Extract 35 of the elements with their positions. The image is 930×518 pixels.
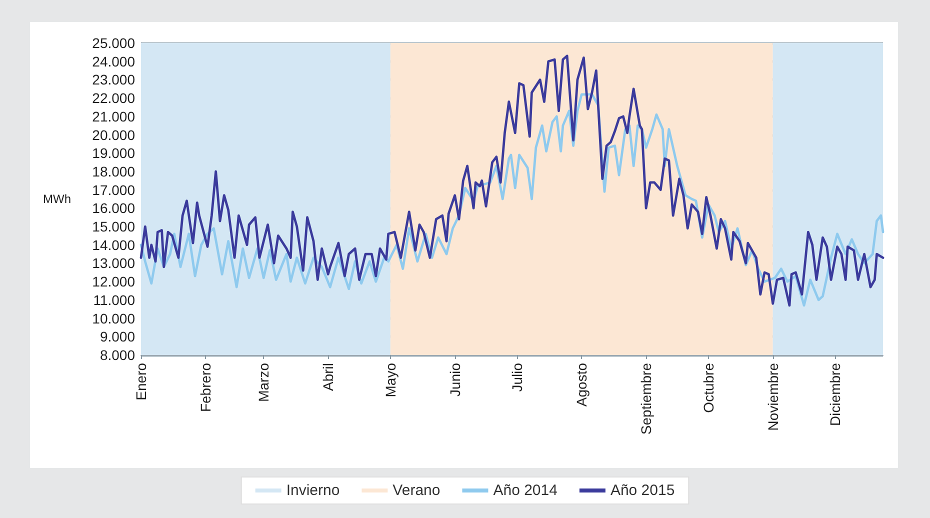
y-tick-label: 8.000 xyxy=(100,347,136,363)
x-tick-label: Septiembre xyxy=(638,362,654,435)
legend-label: Invierno xyxy=(286,482,340,499)
x-tick-label: Febrero xyxy=(197,362,214,412)
y-tick-label: 19.000 xyxy=(92,145,136,162)
x-tick-label: Julio xyxy=(509,362,526,392)
legend-label: Año 2015 xyxy=(610,482,675,499)
y-tick-label: 25.000 xyxy=(92,35,136,51)
x-tick-label: Mayo xyxy=(382,362,398,398)
y-axis-title: MWh xyxy=(43,192,71,206)
x-tick-label: Marzo xyxy=(256,362,272,402)
y-tick-label: 21.000 xyxy=(92,108,136,124)
y-tick-label: 17.000 xyxy=(92,182,136,198)
y-tick-label: 13.000 xyxy=(92,255,136,272)
y-tick-label: 24.000 xyxy=(92,53,136,70)
x-tick-label: Diciembre xyxy=(827,362,844,426)
x-tick-label: Junio xyxy=(446,362,463,396)
y-tick-label: 22.000 xyxy=(92,90,136,106)
y-tick-label: 23.000 xyxy=(92,72,136,88)
y-tick-label: 20.000 xyxy=(92,126,136,143)
y-tick-label: 10.000 xyxy=(92,310,136,326)
x-tick-label: Octubre xyxy=(700,362,716,413)
y-tick-label: 14.000 xyxy=(92,236,136,253)
y-tick-label: 15.000 xyxy=(92,218,136,235)
x-tick-label: Noviembre xyxy=(764,362,781,431)
legend-label: Año 2014 xyxy=(493,482,558,499)
x-tick-label: Abril xyxy=(320,363,336,392)
y-tick-label: 16.000 xyxy=(92,200,136,216)
legend-label: Verano xyxy=(392,482,440,499)
y-tick-label: 18.000 xyxy=(92,163,136,180)
y-tick-label: 11.000 xyxy=(93,292,136,308)
x-tick-label: Agosto xyxy=(574,362,590,407)
y-tick-label: 9.000 xyxy=(100,328,136,345)
y-tick-label: 12.000 xyxy=(92,274,136,290)
x-tick-label: Enero xyxy=(133,362,149,400)
